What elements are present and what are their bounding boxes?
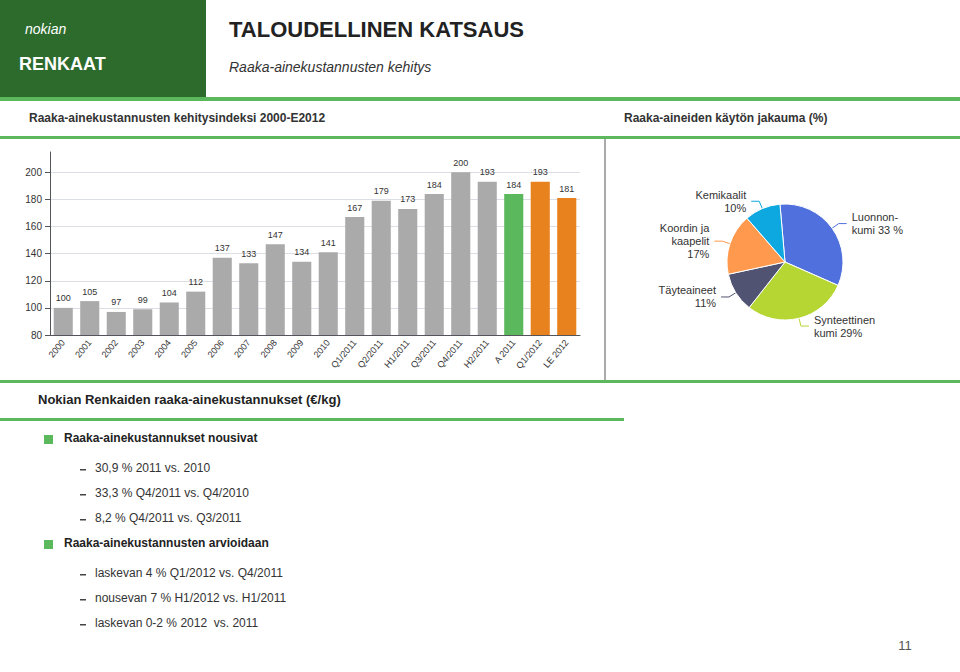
svg-text:2005: 2005: [179, 338, 200, 360]
svg-text:173: 173: [400, 194, 415, 204]
svg-text:Täyteaineet: Täyteaineet: [659, 284, 716, 296]
svg-text:Synteettinen: Synteettinen: [814, 314, 875, 326]
svg-text:10%: 10%: [724, 202, 746, 214]
svg-text:Raaka-ainekustannusten arvioid: Raaka-ainekustannusten arvioidaan: [64, 536, 269, 550]
svg-text:80: 80: [31, 330, 43, 341]
svg-text:200: 200: [25, 167, 42, 178]
svg-text:Q2/2011: Q2/2011: [356, 338, 385, 370]
svg-text:H2/2011: H2/2011: [462, 338, 491, 370]
svg-text:181: 181: [559, 184, 574, 194]
svg-text:193: 193: [480, 167, 495, 177]
svg-text:140: 140: [25, 248, 42, 259]
svg-text:180: 180: [25, 194, 42, 205]
svg-text:kumi 33 %: kumi 33 %: [852, 224, 904, 236]
svg-text:Koordin ja: Koordin ja: [660, 222, 710, 234]
svg-text:141: 141: [321, 238, 336, 248]
svg-text:167: 167: [347, 203, 362, 213]
svg-text:30,9 % 2011 vs. 2010: 30,9 % 2011 vs. 2010: [95, 461, 211, 475]
svg-text:laskevan 4 % Q1/2012 vs. Q4/20: laskevan 4 % Q1/2012 vs. Q4/2011: [95, 566, 283, 580]
svg-text:2002: 2002: [100, 338, 121, 360]
svg-text:11: 11: [898, 638, 912, 653]
svg-text:Raaka-ainekustannusten kehitys: Raaka-ainekustannusten kehitys: [229, 59, 431, 75]
svg-text:2001: 2001: [73, 338, 94, 360]
svg-text:112: 112: [189, 277, 203, 287]
svg-text:Q3/2011: Q3/2011: [409, 338, 438, 370]
svg-text:2006: 2006: [206, 338, 227, 360]
svg-text:laskevan 0-2 % 2012 vs. 2011: laskevan 0-2 % 2012 vs. 2011: [95, 616, 259, 630]
svg-text:179: 179: [374, 186, 389, 196]
svg-text:A 2011: A 2011: [492, 338, 517, 365]
svg-text:H1/2011: H1/2011: [382, 338, 411, 370]
svg-text:Q1/2012: Q1/2012: [514, 338, 544, 371]
svg-text:133: 133: [241, 249, 256, 259]
svg-text:2004: 2004: [153, 338, 174, 360]
svg-text:100: 100: [56, 293, 71, 303]
svg-text:134: 134: [294, 247, 309, 257]
svg-text:100: 100: [25, 302, 42, 313]
svg-text:11%: 11%: [695, 297, 716, 309]
svg-text:2003: 2003: [126, 338, 147, 360]
svg-text:104: 104: [162, 288, 177, 298]
svg-text:Kemikaalit: Kemikaalit: [695, 189, 746, 201]
svg-text:105: 105: [82, 287, 97, 297]
svg-text:nousevan 7 % H1/2012 vs. H1/20: nousevan 7 % H1/2012 vs. H1/2011: [95, 591, 287, 605]
svg-text:Raaka-ainekustannukset nousiva: Raaka-ainekustannukset nousivat: [64, 431, 257, 445]
svg-text:99: 99: [138, 295, 148, 305]
svg-text:nokian: nokian: [25, 21, 66, 37]
svg-text:2000: 2000: [47, 338, 68, 360]
svg-text:97: 97: [111, 297, 121, 307]
svg-text:Q1/2011: Q1/2011: [329, 338, 358, 370]
svg-text:Nokian Renkaiden raaka-ainekus: Nokian Renkaiden raaka-ainekustannukset …: [38, 392, 341, 407]
svg-text:17%: 17%: [687, 248, 709, 260]
svg-text:Luonnon-: Luonnon-: [852, 211, 899, 223]
svg-text:184: 184: [427, 180, 442, 190]
svg-text:33,3 % Q4/2011 vs. Q4/2010: 33,3 % Q4/2011 vs. Q4/2010: [95, 486, 249, 500]
svg-text:2010: 2010: [312, 338, 333, 360]
svg-text:kaapelit: kaapelit: [671, 235, 709, 247]
svg-text:2008: 2008: [259, 338, 280, 360]
svg-text:8,2 % Q4/2011 vs. Q3/2011: 8,2 % Q4/2011 vs. Q3/2011: [95, 511, 242, 525]
svg-text:RENKAAT: RENKAAT: [19, 54, 106, 74]
svg-text:kumi 29%: kumi 29%: [814, 327, 863, 339]
svg-text:160: 160: [25, 221, 42, 232]
svg-text:2009: 2009: [285, 338, 306, 360]
svg-text:Q4/2011: Q4/2011: [435, 338, 464, 370]
svg-text:TALOUDELLINEN KATSAUS: TALOUDELLINEN KATSAUS: [229, 17, 524, 42]
svg-text:LE 2012: LE 2012: [541, 338, 570, 370]
svg-text:137: 137: [215, 243, 230, 253]
svg-text:2007: 2007: [232, 338, 253, 360]
svg-text:193: 193: [533, 167, 548, 177]
svg-text:184: 184: [506, 180, 521, 190]
svg-text:120: 120: [25, 275, 42, 286]
svg-text:Raaka-aineiden käytön jakauma: Raaka-aineiden käytön jakauma (%): [624, 111, 827, 125]
svg-text:200: 200: [453, 158, 468, 168]
svg-text:Raaka-ainekustannusten kehitys: Raaka-ainekustannusten kehitysindeksi 20…: [29, 111, 325, 125]
svg-text:147: 147: [268, 230, 283, 240]
